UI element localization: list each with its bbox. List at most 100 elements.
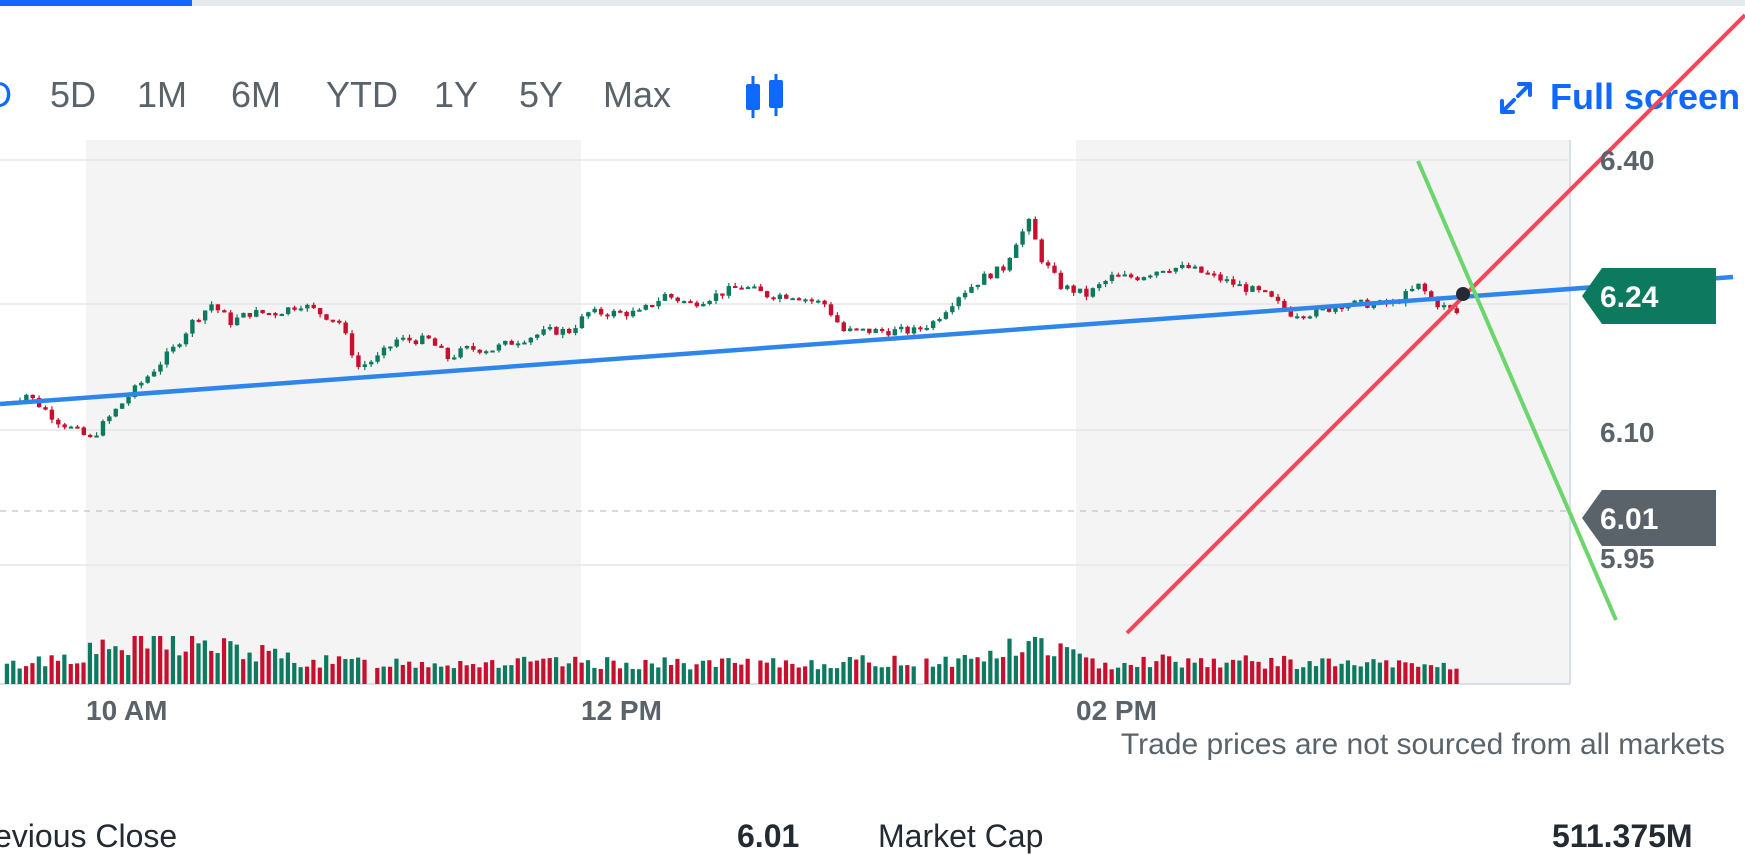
volume-bar xyxy=(1384,660,1389,684)
candle-body xyxy=(1307,316,1313,319)
volume-bar xyxy=(898,665,904,684)
candle xyxy=(202,310,208,325)
candle xyxy=(943,310,949,320)
volume-bar xyxy=(324,655,329,684)
candle xyxy=(796,297,802,301)
volume-bar xyxy=(1020,652,1025,684)
candle xyxy=(158,361,163,375)
candle-body xyxy=(535,334,540,338)
candlestick-icon[interactable] xyxy=(740,66,790,126)
candle xyxy=(426,334,431,340)
volume-bar xyxy=(362,659,367,684)
candle xyxy=(490,350,495,353)
volume-bar xyxy=(1077,653,1082,684)
candle xyxy=(400,334,406,342)
volume-bar xyxy=(426,667,431,684)
candle xyxy=(579,313,585,330)
candle xyxy=(471,342,476,352)
candle-body xyxy=(324,314,329,320)
grid-lines xyxy=(0,159,1570,566)
candle-body xyxy=(758,286,763,292)
candle xyxy=(643,303,648,311)
candle xyxy=(196,318,201,323)
candle-body xyxy=(911,327,917,334)
volume-bar xyxy=(151,636,156,684)
candle-body xyxy=(522,342,527,345)
range-5d-button[interactable]: 5D xyxy=(50,74,97,115)
candle-body xyxy=(68,426,74,429)
candle-body xyxy=(420,335,425,345)
candle xyxy=(732,282,738,289)
candle-body xyxy=(413,340,419,345)
volume-bar xyxy=(356,657,361,684)
candle xyxy=(873,327,878,334)
previous-close-label: evious Close xyxy=(0,818,178,854)
candle-body xyxy=(1282,300,1287,309)
candle-body xyxy=(1052,265,1057,273)
volume-bar xyxy=(158,636,163,684)
volume-bar xyxy=(445,665,450,684)
previous-close-tag-text: 6.01 xyxy=(1600,503,1658,536)
volume-bar xyxy=(311,659,316,684)
candle xyxy=(662,292,668,302)
candle-body xyxy=(937,318,942,322)
candle xyxy=(260,309,265,315)
range-max-button[interactable]: Max xyxy=(603,74,672,115)
candle-body xyxy=(356,355,361,368)
candle xyxy=(75,425,80,429)
candle xyxy=(962,290,968,300)
candle-body xyxy=(847,328,853,332)
candle xyxy=(803,298,808,304)
candle-body xyxy=(924,327,929,330)
candle-body xyxy=(477,349,482,353)
volume-bar xyxy=(1160,654,1165,684)
volume-bar xyxy=(170,636,176,684)
range-1d-button[interactable]: D xyxy=(0,60,12,130)
candle xyxy=(618,309,623,313)
candle-body xyxy=(1033,218,1038,240)
volume-bar xyxy=(432,663,437,684)
candle-body xyxy=(100,421,106,436)
volume-bar xyxy=(860,655,865,684)
volume-bar xyxy=(304,666,310,684)
volume-bars xyxy=(4,636,1459,684)
candle-body xyxy=(1441,305,1447,308)
candle xyxy=(739,285,744,290)
candle xyxy=(356,352,361,370)
range-1m-button[interactable]: 1M xyxy=(137,74,188,115)
previous-close-value: 6.01 xyxy=(737,818,800,854)
volume-bar xyxy=(956,658,961,684)
volume-bar xyxy=(1052,656,1057,684)
candle-body xyxy=(835,315,840,323)
candle-body xyxy=(145,376,150,383)
candle-body xyxy=(88,434,93,437)
candle xyxy=(445,347,451,362)
candle xyxy=(273,312,278,319)
volume-bar xyxy=(1250,661,1255,684)
candle-body xyxy=(381,347,387,356)
candle-body xyxy=(598,308,604,315)
volume-bar xyxy=(62,654,67,684)
volume-bar xyxy=(55,660,61,684)
candle xyxy=(292,305,297,312)
candle xyxy=(982,271,987,285)
volume-bar xyxy=(1422,664,1427,684)
y-tick-label: 6.40 xyxy=(1600,145,1655,176)
candle-body xyxy=(177,344,182,347)
candle-body xyxy=(1199,266,1204,273)
candle-body xyxy=(471,346,476,350)
candle xyxy=(241,312,246,318)
candle xyxy=(988,273,993,280)
candle-body xyxy=(1020,231,1025,245)
candle xyxy=(330,319,336,323)
candle xyxy=(254,306,259,318)
range-6m-button[interactable]: 6M xyxy=(231,74,282,115)
range-5y-button[interactable]: 5Y xyxy=(519,74,564,115)
volume-bar xyxy=(560,666,565,684)
candle-body xyxy=(1294,316,1300,319)
volume-bar xyxy=(30,663,35,684)
volume-bar xyxy=(164,649,169,684)
range-ytd-button[interactable]: YTD xyxy=(326,74,398,115)
range-1y-button[interactable]: 1Y xyxy=(434,74,479,115)
